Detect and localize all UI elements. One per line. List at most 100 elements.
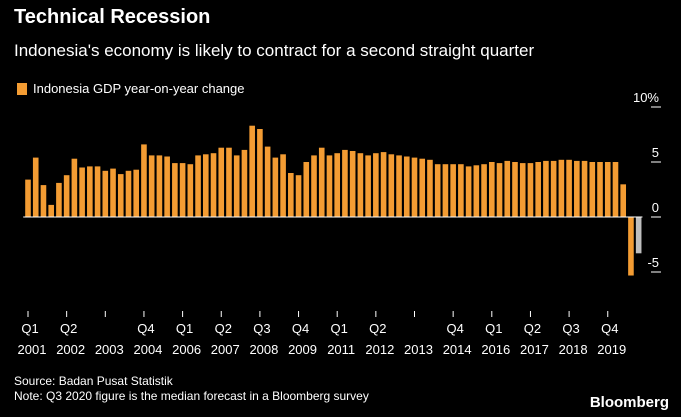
gdp-bar: [48, 204, 54, 217]
gdp-bar: [403, 156, 410, 217]
x-quarter-label: Q2: [524, 321, 541, 336]
gdp-bar: [566, 159, 572, 217]
x-quarter-label: Q1: [21, 321, 38, 336]
x-year-label: 2019: [597, 342, 626, 357]
gdp-bar: [280, 154, 286, 217]
y-tick-label: 5: [652, 145, 659, 160]
gdp-bar: [148, 155, 155, 217]
x-quarter-label: Q4: [601, 321, 618, 336]
gdp-bar: [25, 179, 31, 217]
chart-title: Technical Recession: [14, 6, 211, 28]
gdp-bar: [411, 157, 418, 217]
x-year-label: 2018: [559, 342, 588, 357]
gdp-bar: [589, 162, 596, 217]
gdp-bar: [202, 154, 209, 217]
x-year-label: 2001: [18, 342, 47, 357]
x-quarter-label: Q4: [137, 321, 154, 336]
gdp-bar: [264, 146, 271, 217]
gdp-bar: [527, 163, 534, 217]
gdp-bar: [272, 157, 279, 217]
gdp-bar: [574, 160, 580, 217]
gdp-bar: [40, 185, 47, 217]
gdp-bar: [94, 166, 101, 217]
x-quarter-label: Q3: [562, 321, 579, 336]
gdp-bar: [226, 147, 232, 217]
x-year-label: 2012: [365, 342, 394, 357]
gdp-bar: [326, 155, 333, 217]
legend-swatch: [17, 82, 27, 95]
gdp-bar: [473, 165, 480, 217]
x-year-label: 2013: [404, 342, 433, 357]
x-year-label: 2008: [249, 342, 278, 357]
gdp-bar: [558, 159, 565, 217]
gdp-bar: [241, 149, 248, 217]
legend-label: Indonesia GDP year-on-year change: [33, 81, 245, 96]
gdp-bar: [489, 162, 495, 217]
x-year-label: 2006: [172, 342, 201, 357]
gdp-bar: [458, 164, 464, 217]
x-quarter-label: Q1: [485, 321, 502, 336]
x-year-label: 2003: [95, 342, 124, 357]
gdp-bar: [141, 144, 147, 217]
gdp-bar: [365, 155, 371, 217]
gdp-bar: [519, 163, 526, 217]
gdp-bar: [427, 159, 433, 217]
gdp-bar: [172, 163, 178, 217]
x-quarter-label: Q1: [331, 321, 348, 336]
gdp-bar: [612, 162, 619, 217]
gdp-bar: [481, 164, 487, 217]
gdp-bar: [465, 166, 472, 217]
gdp-bar: [349, 151, 356, 217]
x-quarter-label: Q1: [176, 321, 193, 336]
gdp-bar: [179, 163, 186, 217]
gdp-bar: [581, 160, 588, 217]
x-quarter-label: Q3: [253, 321, 270, 336]
gdp-bar: [496, 163, 503, 217]
x-quarter-label: Q4: [446, 321, 463, 336]
gdp-bar: [63, 175, 70, 217]
gdp-bar: [357, 153, 364, 217]
legend: Indonesia GDP year-on-year change: [17, 81, 245, 96]
gdp-bar: [442, 164, 449, 217]
x-quarter-label: Q2: [369, 321, 386, 336]
x-axis: Q1 2001 Q2 2002 2003 Q4 2004 Q1 2006 Q2 2007 Q3 2008…: [18, 311, 626, 357]
y-tick-label: 0: [652, 200, 659, 215]
forecast-bar: [635, 217, 642, 254]
gdp-bar: [288, 173, 294, 217]
gdp-bar: [543, 160, 549, 217]
gdp-bar: [604, 162, 611, 217]
gdp-bar: [195, 155, 201, 217]
x-year-label: 2007: [211, 342, 240, 357]
y-tick-label: -5: [647, 255, 659, 270]
gdp-bar: [597, 162, 603, 217]
forecast-note: Note: Q3 2020 figure is the median forec…: [14, 389, 369, 403]
gdp-bar: [257, 129, 263, 217]
gdp-bar: [342, 149, 348, 217]
gdp-bar: [110, 168, 116, 217]
gdp-bar: [102, 170, 109, 217]
x-year-label: 2011: [327, 342, 355, 357]
gdp-bar: [133, 169, 140, 217]
gdp-bar: [187, 164, 194, 217]
gdp-bar: [450, 164, 456, 217]
gdp-bar: [311, 155, 317, 217]
x-quarter-label: Q2: [60, 321, 77, 336]
gdp-bar: [210, 153, 217, 217]
x-quarter-label: Q4: [292, 321, 309, 336]
gdp-bar: [164, 156, 170, 217]
bloomberg-logo: Bloomberg: [589, 394, 669, 411]
x-year-label: 2016: [481, 342, 510, 357]
gdp-bar: [628, 217, 634, 276]
gdp-bar: [71, 158, 78, 217]
gdp-bar: [56, 182, 62, 217]
gdp-bar: [512, 162, 518, 217]
x-year-label: 2014: [443, 342, 472, 357]
chart-subtitle: Indonesia's economy is likely to contrac…: [14, 41, 535, 60]
gdp-bar: [233, 155, 240, 217]
gdp-bar: [388, 154, 395, 217]
gdp-bar: [87, 166, 93, 217]
gdp-bar: [295, 175, 302, 217]
x-year-label: 2002: [56, 342, 85, 357]
gdp-bar: [380, 152, 387, 217]
